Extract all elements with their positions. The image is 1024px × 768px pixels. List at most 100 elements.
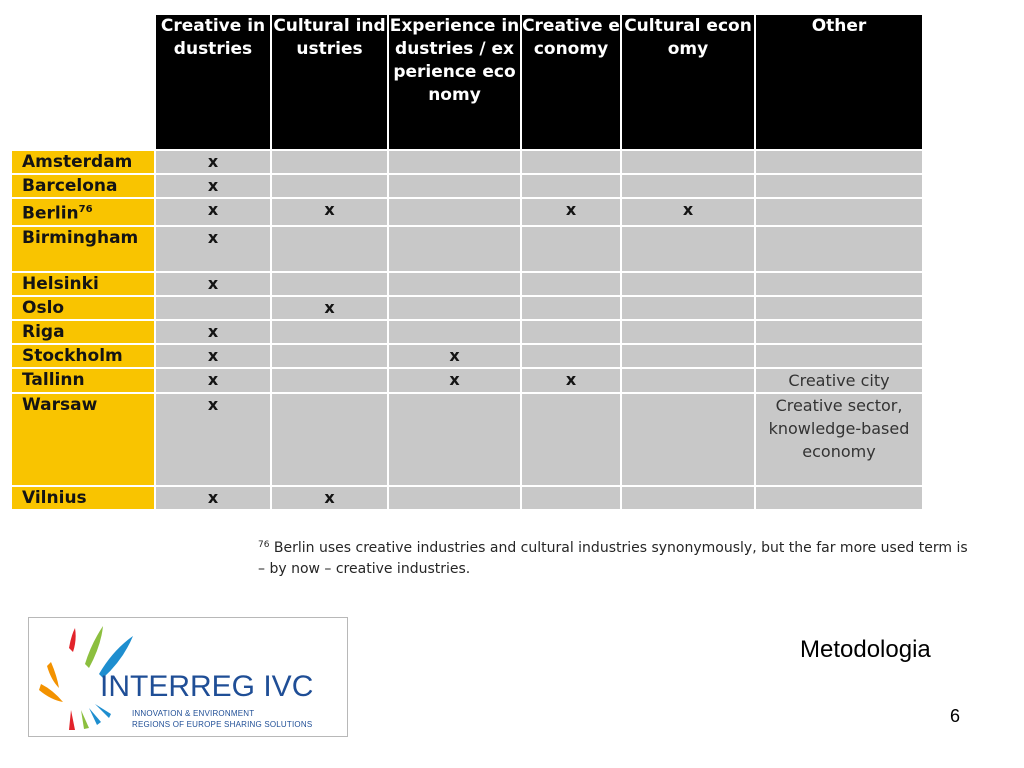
city-label: Tallinn (22, 369, 85, 390)
city-name: Tallinn (12, 368, 154, 392)
table-row: Warsaw x Creative sector, knowledge-based … (12, 393, 922, 485)
mark-cell (156, 296, 270, 319)
logo-ray (95, 704, 111, 718)
mark-cell: x (272, 199, 387, 225)
other-cell (756, 175, 922, 197)
mark-cell: x (156, 226, 270, 271)
mark-cell (522, 320, 620, 343)
logo-title: INTERREG IVC (100, 670, 314, 703)
mark-cell (389, 320, 520, 343)
mark-cell (622, 368, 754, 392)
mark-cell: x (389, 368, 520, 392)
mark-cell: x (622, 199, 754, 225)
table-row: Barcelona x (12, 175, 922, 197)
logo-ray (39, 684, 63, 702)
city-name: Birmingham (12, 226, 154, 271)
table-row: Stockholm x x (12, 344, 922, 367)
mark-cell: x (522, 199, 620, 225)
mark-cell: x (156, 486, 270, 509)
mark-cell (389, 226, 520, 271)
mark-cell (389, 272, 520, 295)
mark-cell (389, 199, 520, 225)
mark-cell (272, 393, 387, 485)
mark-cell (272, 344, 387, 367)
city-label: Amsterdam (22, 152, 133, 172)
table-row: Birmingham x (12, 226, 922, 271)
mark-cell (522, 151, 620, 173)
city-name: Warsaw (12, 393, 154, 485)
logo-tagline-1: INNOVATION & ENVIRONMENT (132, 709, 255, 718)
logo-ray (47, 662, 59, 688)
mark-cell (522, 272, 620, 295)
mark-cell: x (156, 368, 270, 392)
mark-cell: x (156, 175, 270, 197)
table-row: Helsinki x (12, 272, 922, 295)
mark-cell (622, 344, 754, 367)
city-name: Helsinki (12, 272, 154, 295)
header-creative-industries: Creative industries (156, 15, 270, 149)
city-label: Helsinki (22, 273, 99, 294)
mark-cell (522, 344, 620, 367)
city-name: Riga (12, 320, 154, 343)
mark-cell (622, 486, 754, 509)
mark-cell (389, 151, 520, 173)
corner-cell (12, 15, 154, 149)
city-label: Stockholm (22, 345, 123, 366)
city-label: Berlin (22, 203, 79, 224)
mark-cell (522, 226, 620, 271)
other-cell (756, 296, 922, 319)
header-cultural-economy: Cultural economy (622, 15, 754, 149)
city-label: Riga (22, 321, 65, 342)
mark-cell (522, 486, 620, 509)
city-name: Vilnius (12, 486, 154, 509)
mark-cell: x (272, 486, 387, 509)
mark-cell (522, 296, 620, 319)
logo-ray (99, 636, 133, 678)
mark-cell (272, 226, 387, 271)
footnote-marker: 76 (258, 540, 270, 550)
mark-cell (272, 320, 387, 343)
city-label: Birmingham (22, 227, 139, 248)
mark-cell (622, 296, 754, 319)
other-cell (756, 486, 922, 509)
table-row: Oslo x (12, 296, 922, 319)
mark-cell (389, 486, 520, 509)
mark-cell (389, 175, 520, 197)
mark-cell: x (156, 151, 270, 173)
logo-ray (85, 626, 103, 668)
table-row: Tallinn x x x Creative city (12, 368, 922, 392)
mark-cell: x (156, 393, 270, 485)
city-label: Vilnius (22, 487, 87, 508)
mark-cell: x (156, 320, 270, 343)
header-row: Creative industries Cultural industries … (12, 15, 922, 149)
mark-cell: x (156, 272, 270, 295)
logo-ray (81, 710, 89, 729)
city-name: Stockholm (12, 344, 154, 367)
other-cell (756, 226, 922, 271)
header-creative-economy: Creative economy (522, 15, 620, 149)
mark-cell (622, 320, 754, 343)
page-number: 6 (950, 706, 961, 726)
header-cultural-industries: Cultural industries (272, 15, 387, 149)
slide-label: Metodologia (800, 636, 931, 663)
mark-cell (272, 175, 387, 197)
table-row: Amsterdam x (12, 151, 922, 173)
mark-cell: x (522, 368, 620, 392)
city-label: Barcelona (22, 176, 118, 196)
mark-cell (522, 393, 620, 485)
other-cell (756, 199, 922, 225)
mark-cell: x (389, 344, 520, 367)
mark-cell (272, 272, 387, 295)
city-name: Berlin76 (12, 199, 154, 225)
footnote-ref: 76 (78, 204, 93, 215)
city-label: Oslo (22, 297, 65, 318)
other-cell: Creative city (756, 368, 922, 392)
logo-tagline-2: REGIONS OF EUROPE SHARING SOLUTIONS (132, 720, 313, 729)
table-row: Berlin76 x x x x (12, 199, 922, 225)
table-row: Vilnius x x (12, 486, 922, 509)
header-other: Other (756, 15, 922, 149)
mark-cell (622, 175, 754, 197)
header-experience-industries: Experience industries / experience econo… (389, 15, 520, 149)
other-cell (756, 272, 922, 295)
city-terminology-table: Creative industries Cultural industries … (10, 13, 924, 511)
